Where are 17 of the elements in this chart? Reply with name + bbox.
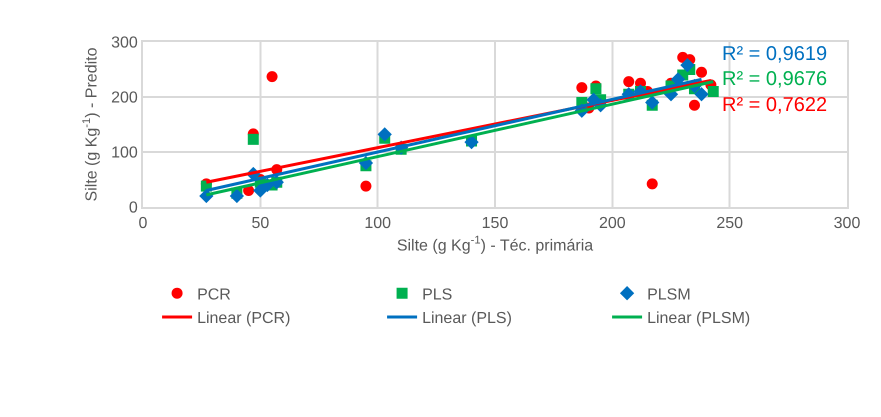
x-tick-label: 300: [834, 215, 860, 232]
annotation: R² = 0,9619: [722, 43, 828, 65]
y-tick-label: 0: [128, 200, 138, 217]
y-tick-label: 300: [111, 34, 138, 52]
y-tick-label: 100: [111, 144, 138, 162]
x-tick-label: 50: [251, 215, 270, 232]
x-tick-label: 100: [364, 215, 392, 232]
legend-label: PCR: [197, 286, 231, 304]
legend-label: PLSM: [647, 286, 691, 304]
legend-label: PLS: [422, 286, 452, 304]
annotation: R² = 0,9676: [722, 68, 828, 90]
x-tick-label: 150: [482, 215, 508, 232]
annotation: R² = 0,7622: [722, 94, 828, 116]
x-axis-title: Silte (g Kg$^{-1}$) - Téc. primária: [396, 234, 594, 254]
y-tick-label: 200: [111, 90, 138, 107]
x-tick-label: 250: [716, 215, 744, 232]
x-tick-label: 200: [598, 215, 626, 232]
